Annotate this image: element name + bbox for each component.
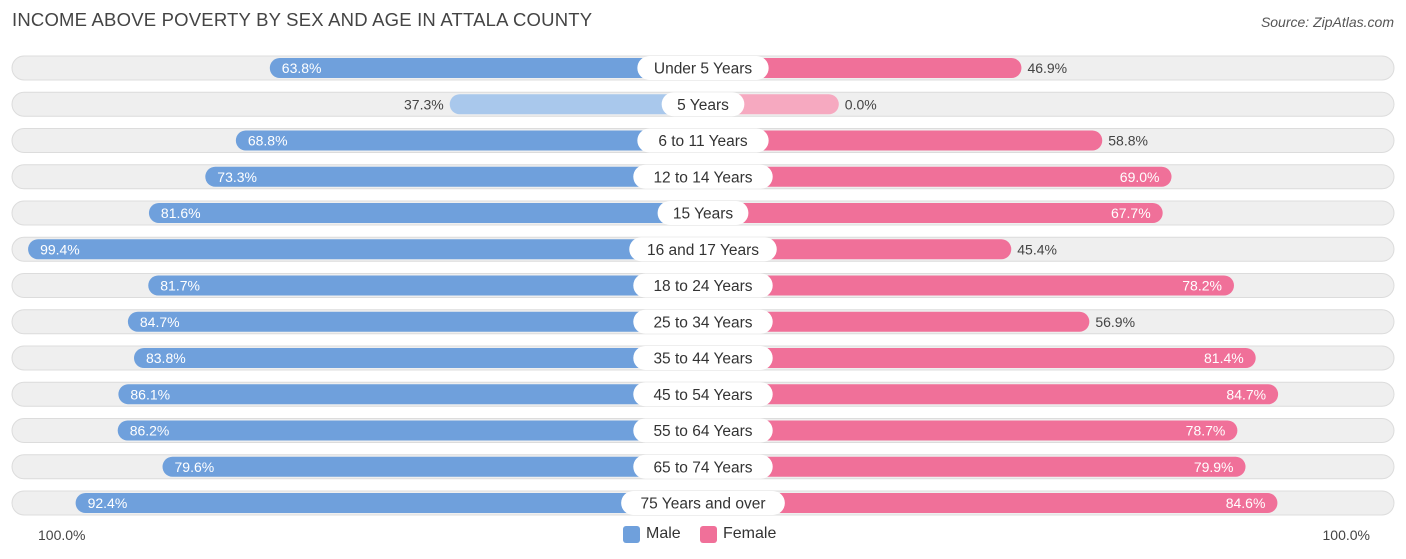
axis-right-label: 100.0% <box>1322 527 1370 543</box>
female-bar <box>703 239 1012 260</box>
chart: 63.8% 46.9% Under 5 Years 37.3% 0.0% 5 Years 6… <box>11 55 1395 516</box>
category-label: 55 to 64 Years <box>653 423 752 440</box>
female-bar <box>703 493 1278 513</box>
male-value-label: 37.3% <box>404 96 444 112</box>
category-label: 15 Years <box>673 206 734 223</box>
male-value-label: 99.4% <box>40 241 80 257</box>
female-value-label: 84.6% <box>1226 495 1266 511</box>
male-bar <box>118 384 704 405</box>
axis-left-label: 100.0% <box>38 527 86 543</box>
female-bar <box>703 166 1172 187</box>
male-value-label: 81.7% <box>160 278 200 294</box>
male-bar <box>205 166 703 187</box>
male-value-label: 63.8% <box>282 60 322 76</box>
legend-female: Female <box>700 525 776 543</box>
male-bar <box>28 239 704 260</box>
female-bar <box>703 384 1279 405</box>
female-bar <box>703 348 1256 368</box>
female-value-label: 0.0% <box>845 96 877 112</box>
male-value-label: 84.7% <box>140 314 180 330</box>
legend-female-label: Female <box>723 525 777 542</box>
male-value-label: 86.2% <box>130 423 170 439</box>
female-value-label: 78.7% <box>1186 423 1226 439</box>
category-pill <box>657 201 749 225</box>
category-label: 65 to 74 Years <box>653 459 752 476</box>
legend-female-swatch <box>700 525 717 543</box>
category-label: 12 to 14 Years <box>653 169 752 186</box>
female-value-label: 67.7% <box>1111 205 1151 221</box>
category-pill <box>633 454 773 479</box>
female-bar <box>703 58 1022 78</box>
male-value-label: 83.8% <box>146 350 186 366</box>
legend: Male Female <box>0 525 1406 545</box>
male-bar <box>127 311 703 332</box>
category-label: 18 to 24 Years <box>653 278 752 295</box>
female-value-label: 46.9% <box>1027 60 1067 76</box>
category-pill <box>621 491 785 515</box>
legend-male: Male <box>623 525 681 543</box>
female-bar <box>703 311 1090 332</box>
female-value-label: 69.0% <box>1120 169 1160 185</box>
male-value-label: 68.8% <box>248 133 288 149</box>
female-value-label: 84.7% <box>1226 386 1266 402</box>
source-label: Source: ZipAtlas.com <box>1260 14 1394 30</box>
category-label: 16 and 17 Years <box>647 242 759 259</box>
category-pill <box>661 92 745 117</box>
female-bar <box>703 420 1238 441</box>
category-label: 5 Years <box>677 97 729 114</box>
female-value-label: 78.2% <box>1182 278 1222 294</box>
female-bar <box>703 130 1103 151</box>
category-pill <box>637 56 769 80</box>
male-value-label: 81.6% <box>161 205 201 221</box>
male-value-label: 79.6% <box>175 459 215 475</box>
category-label: 6 to 11 Years <box>658 133 748 150</box>
category-pill <box>633 164 773 189</box>
category-pill <box>633 382 773 407</box>
legend-male-swatch <box>623 525 640 543</box>
female-bar <box>703 203 1163 223</box>
male-bar <box>133 348 704 368</box>
male-bar <box>235 130 703 151</box>
male-value-label: 86.1% <box>130 386 170 402</box>
legend-male-label: Male <box>646 525 681 542</box>
male-value-label: 73.3% <box>217 169 257 185</box>
male-bar <box>148 275 703 296</box>
category-label: 75 Years and over <box>641 496 766 513</box>
category-pill <box>637 128 769 153</box>
category-pill <box>633 346 773 370</box>
female-value-label: 56.9% <box>1095 314 1135 330</box>
category-label: 35 to 44 Years <box>653 351 752 368</box>
male-bar <box>75 493 703 513</box>
male-value-label: 92.4% <box>88 495 128 511</box>
male-bar <box>162 456 704 477</box>
male-bar <box>269 58 703 78</box>
category-pill <box>633 418 773 443</box>
female-value-label: 81.4% <box>1204 350 1244 366</box>
male-bar <box>449 94 703 115</box>
female-bar <box>703 275 1234 296</box>
chart-title: INCOME ABOVE POVERTY BY SEX AND AGE IN A… <box>12 9 593 30</box>
category-pill <box>633 273 773 298</box>
female-value-label: 45.4% <box>1017 241 1057 257</box>
female-value-label: 58.8% <box>1108 133 1148 149</box>
male-bar <box>148 203 703 223</box>
category-pill <box>629 237 777 262</box>
category-label: Under 5 Years <box>654 61 752 78</box>
female-value-label: 79.9% <box>1194 459 1234 475</box>
female-bar <box>703 456 1246 477</box>
category-label: 45 to 54 Years <box>653 387 752 404</box>
category-pill <box>633 309 773 334</box>
male-bar <box>117 420 703 441</box>
category-label: 25 to 34 Years <box>653 314 752 331</box>
